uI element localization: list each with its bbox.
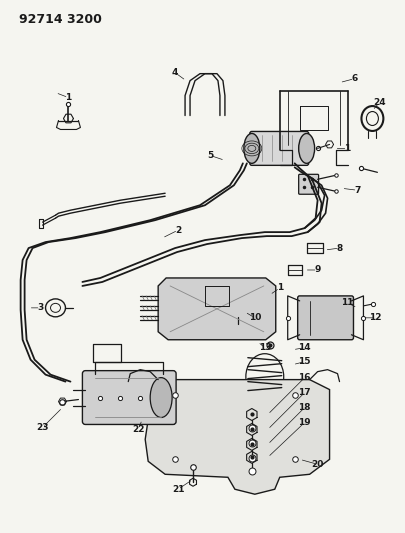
- Text: 14: 14: [298, 343, 310, 352]
- Text: 23: 23: [36, 423, 49, 432]
- FancyBboxPatch shape: [297, 296, 353, 340]
- Text: 22: 22: [132, 425, 144, 434]
- Text: 1: 1: [276, 284, 282, 293]
- Text: 19: 19: [298, 418, 310, 427]
- FancyBboxPatch shape: [82, 370, 176, 424]
- Text: 2: 2: [175, 225, 181, 235]
- Text: 3: 3: [37, 303, 44, 312]
- Text: 16: 16: [298, 373, 310, 382]
- Text: 12: 12: [368, 313, 381, 322]
- Text: 24: 24: [372, 98, 385, 107]
- Text: 20: 20: [311, 460, 323, 469]
- Text: 1: 1: [65, 93, 71, 102]
- FancyBboxPatch shape: [249, 132, 308, 165]
- Text: 9: 9: [313, 265, 320, 274]
- Polygon shape: [145, 379, 329, 494]
- Text: 18: 18: [298, 403, 310, 412]
- Text: 11: 11: [341, 298, 353, 308]
- Text: 10: 10: [248, 313, 260, 322]
- Text: 21: 21: [171, 484, 184, 494]
- Text: 92714 3200: 92714 3200: [19, 13, 101, 26]
- Ellipse shape: [298, 133, 314, 163]
- Text: 8: 8: [336, 244, 342, 253]
- Text: 17: 17: [298, 388, 310, 397]
- Polygon shape: [158, 278, 275, 340]
- Text: 7: 7: [354, 186, 360, 195]
- Text: 5: 5: [206, 151, 213, 160]
- Text: 15: 15: [298, 357, 310, 366]
- Ellipse shape: [243, 133, 259, 163]
- FancyBboxPatch shape: [298, 174, 318, 194]
- Text: 13: 13: [258, 343, 271, 352]
- Text: 1: 1: [343, 144, 350, 153]
- Text: 6: 6: [350, 74, 357, 83]
- Ellipse shape: [150, 377, 172, 417]
- Text: 4: 4: [171, 68, 178, 77]
